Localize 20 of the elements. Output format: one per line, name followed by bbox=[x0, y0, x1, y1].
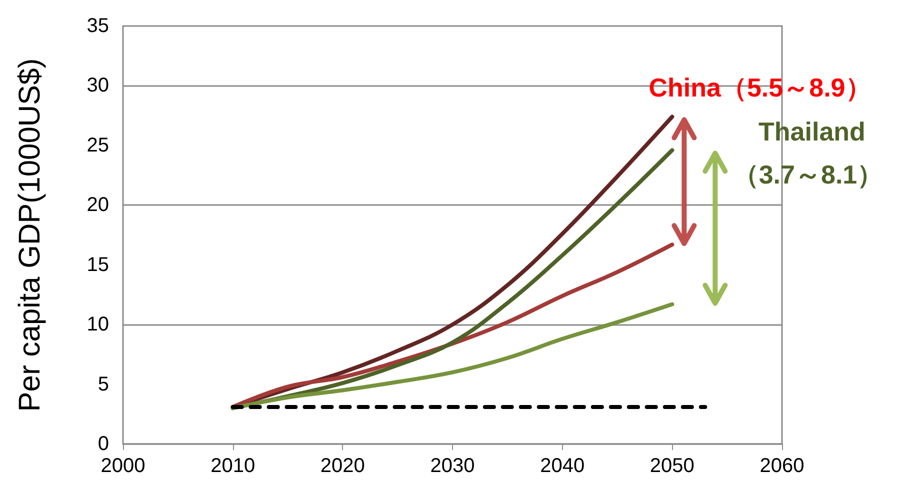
annotation: Thailand bbox=[758, 116, 866, 148]
x-tick-label: 2010 bbox=[210, 455, 256, 477]
y-tick-label: 15 bbox=[86, 254, 109, 276]
x-tick-label: 2040 bbox=[540, 455, 585, 477]
x-tick-label: 2060 bbox=[760, 455, 804, 477]
annotation: （3.7～8.1） bbox=[732, 158, 884, 192]
y-tick-label: 25 bbox=[86, 134, 109, 156]
y-tick-label: 35 bbox=[86, 15, 109, 37]
y-tick-label: 20 bbox=[86, 194, 109, 216]
y-tick-label: 10 bbox=[86, 314, 109, 336]
y-tick-label: 0 bbox=[98, 433, 109, 455]
line-series bbox=[230, 302, 674, 410]
annotation: China（5.5～8.9） bbox=[648, 72, 872, 104]
y-tick-label: 5 bbox=[98, 373, 109, 396]
y-tick-label: 30 bbox=[86, 74, 109, 97]
x-tick-label: 2050 bbox=[650, 455, 694, 477]
x-tick-label: 2020 bbox=[320, 455, 365, 477]
x-tick-label: 2030 bbox=[430, 455, 475, 477]
y-axis-title: Per capita GDP(1000US$) bbox=[14, 58, 46, 412]
x-tick-label: 2000 bbox=[100, 455, 146, 477]
